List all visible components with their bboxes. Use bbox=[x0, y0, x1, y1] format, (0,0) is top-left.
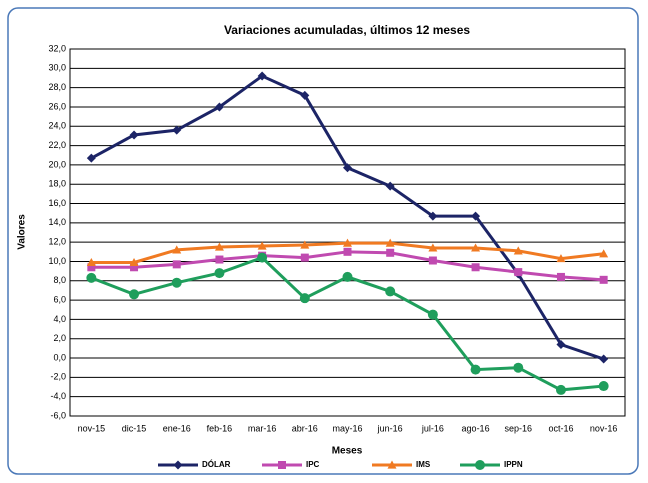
data-point bbox=[555, 384, 566, 395]
data-point bbox=[172, 245, 182, 254]
legend-label: IPPN bbox=[504, 460, 523, 469]
data-point bbox=[385, 286, 396, 297]
y-tick-label: 30,0 bbox=[48, 63, 66, 73]
data-point bbox=[471, 211, 481, 221]
chart-frame bbox=[7, 7, 639, 475]
y-tick-label: 4,0 bbox=[53, 314, 66, 324]
y-tick-label: 16,0 bbox=[48, 198, 66, 208]
y-tick-label: 10,0 bbox=[48, 256, 66, 266]
data-point bbox=[470, 364, 481, 375]
data-point bbox=[299, 293, 310, 304]
y-tick-label: 2,0 bbox=[53, 333, 66, 343]
data-point bbox=[599, 249, 609, 258]
chart-title: Variaciones acumuladas, últimos 12 meses bbox=[224, 23, 470, 37]
data-point bbox=[86, 153, 96, 163]
data-point bbox=[427, 309, 438, 320]
data-point bbox=[215, 255, 224, 264]
data-point bbox=[300, 90, 310, 100]
data-point bbox=[214, 268, 225, 279]
y-tick-label: 26,0 bbox=[48, 101, 66, 111]
data-point bbox=[129, 289, 140, 300]
legend-label: DÓLAR bbox=[202, 460, 231, 469]
data-point bbox=[386, 248, 395, 257]
legend-marker bbox=[387, 460, 397, 469]
x-tick-label: mar-16 bbox=[248, 423, 277, 433]
legend-marker bbox=[278, 461, 286, 469]
y-tick-label: 8,0 bbox=[53, 275, 66, 285]
x-tick-label: ago-16 bbox=[462, 423, 490, 433]
y-tick-label: 18,0 bbox=[48, 179, 66, 189]
x-tick-label: oct-16 bbox=[548, 423, 573, 433]
data-point bbox=[428, 256, 437, 265]
y-tick-label: 32,0 bbox=[48, 43, 66, 53]
data-point bbox=[257, 241, 267, 250]
data-point bbox=[257, 71, 267, 81]
x-tick-label: dic-15 bbox=[122, 423, 147, 433]
legend-label: IMS bbox=[416, 460, 431, 469]
data-point bbox=[214, 242, 224, 251]
data-point bbox=[513, 246, 523, 255]
y-tick-label: -4,0 bbox=[50, 391, 66, 401]
x-tick-label: nov-15 bbox=[78, 423, 106, 433]
data-point bbox=[598, 381, 609, 392]
y-tick-label: 6,0 bbox=[53, 294, 66, 304]
data-point bbox=[130, 263, 139, 272]
legend-marker bbox=[475, 460, 485, 470]
data-point bbox=[343, 238, 352, 247]
x-tick-label: nov-16 bbox=[590, 423, 618, 433]
y-tick-label: 20,0 bbox=[48, 159, 66, 169]
y-tick-label: -6,0 bbox=[50, 410, 66, 420]
x-tick-label: feb-16 bbox=[207, 423, 233, 433]
data-point bbox=[599, 275, 608, 284]
data-point bbox=[343, 163, 352, 173]
data-point bbox=[171, 277, 182, 288]
data-point bbox=[428, 243, 438, 252]
data-point bbox=[86, 257, 96, 267]
data-point bbox=[300, 240, 310, 249]
data-point bbox=[556, 272, 565, 281]
data-point bbox=[300, 253, 309, 262]
data-point bbox=[385, 181, 395, 191]
x-tick-label: jul-16 bbox=[421, 423, 444, 433]
data-point bbox=[214, 102, 224, 112]
data-point bbox=[172, 260, 181, 269]
x-tick-label: abr-16 bbox=[292, 423, 318, 433]
data-point bbox=[129, 257, 139, 267]
data-point bbox=[556, 340, 566, 350]
y-tick-label: 12,0 bbox=[48, 237, 66, 247]
x-tick-label: ene-16 bbox=[163, 423, 191, 433]
data-point bbox=[257, 252, 268, 263]
y-tick-label: -2,0 bbox=[50, 372, 66, 382]
x-axis-label: Meses bbox=[332, 446, 363, 457]
y-tick-label: 28,0 bbox=[48, 82, 66, 92]
data-point bbox=[514, 268, 523, 277]
y-tick-label: 22,0 bbox=[48, 140, 66, 150]
y-tick-label: 24,0 bbox=[48, 121, 66, 131]
data-point bbox=[471, 243, 481, 252]
data-point bbox=[471, 263, 480, 272]
x-tick-label: sep-16 bbox=[505, 423, 533, 433]
legend-marker bbox=[173, 460, 183, 470]
data-point bbox=[428, 211, 438, 221]
data-point bbox=[556, 254, 566, 263]
legend-label: IPC bbox=[306, 460, 320, 469]
x-tick-label: jun-16 bbox=[377, 423, 403, 433]
data-point bbox=[129, 130, 139, 140]
x-tick-label: may-16 bbox=[332, 423, 362, 433]
data-point bbox=[513, 362, 524, 373]
y-tick-label: 0,0 bbox=[53, 352, 66, 362]
data-point bbox=[599, 354, 609, 364]
y-tick-label: 14,0 bbox=[48, 217, 66, 227]
data-point bbox=[343, 247, 352, 256]
data-point bbox=[385, 238, 395, 247]
data-point bbox=[342, 271, 353, 282]
data-point bbox=[86, 272, 97, 283]
data-point bbox=[172, 125, 182, 135]
data-point bbox=[87, 263, 96, 272]
y-axis-label: Valores bbox=[17, 214, 28, 250]
